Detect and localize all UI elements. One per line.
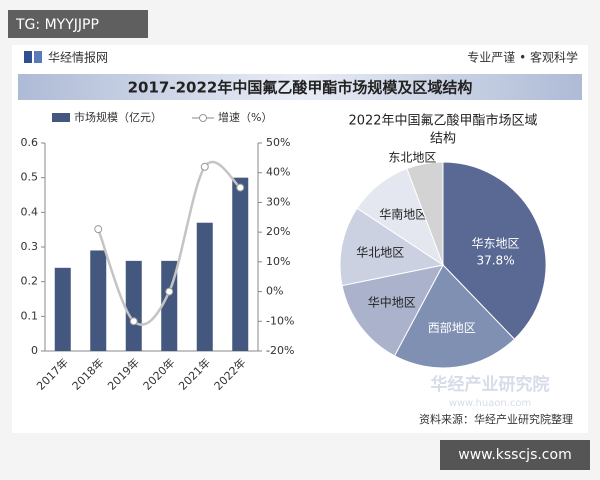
bar bbox=[196, 222, 213, 351]
y-tick-label: 0 bbox=[31, 344, 38, 357]
y2-tick-label: 20% bbox=[266, 225, 290, 238]
point bbox=[129, 317, 138, 326]
legend-swatch bbox=[52, 113, 70, 122]
pie-title: 结构 bbox=[430, 132, 456, 147]
chart-title: 2017-2022年中国氟乙酸甲酯市场规模及区域结构 bbox=[128, 79, 473, 97]
legend-swatch bbox=[199, 114, 207, 122]
logo bbox=[34, 51, 42, 63]
pie-slice bbox=[339, 207, 445, 287]
y2-tick-label: 10% bbox=[266, 255, 290, 268]
y2-tick-label: -10% bbox=[266, 314, 294, 327]
y-tick-label: 0.2 bbox=[21, 275, 39, 288]
pie-slice bbox=[393, 264, 516, 369]
slice-label: 西部地区 bbox=[428, 320, 476, 335]
y-tick-label: 0.3 bbox=[21, 240, 39, 253]
y2-tick-label: 30% bbox=[266, 195, 290, 208]
point bbox=[236, 183, 245, 192]
watermark: www.huaon.com bbox=[449, 398, 532, 409]
point bbox=[94, 225, 103, 234]
y-tick-label: 0.4 bbox=[21, 205, 39, 218]
slice-label: 华南地区 bbox=[379, 207, 427, 222]
y2-tick-label: 40% bbox=[266, 166, 290, 179]
logo bbox=[24, 51, 32, 63]
tag-box bbox=[8, 10, 148, 38]
y-tick-label: 0.1 bbox=[21, 309, 39, 322]
slice-label: 东北地区 bbox=[388, 151, 436, 165]
bar bbox=[54, 267, 71, 351]
slice-label: 华北地区 bbox=[356, 245, 404, 259]
legend-label: 增速（%） bbox=[218, 110, 272, 124]
slice-label: 华东地区 bbox=[472, 236, 520, 250]
brand: 华经情报网 bbox=[48, 50, 108, 65]
bar bbox=[125, 260, 142, 351]
pie-title: 2022年中国氟乙酸甲酯市场区域 bbox=[348, 113, 537, 129]
legend-label: 市场规模（亿元） bbox=[74, 110, 162, 124]
value-label: 37.8% bbox=[476, 253, 514, 267]
point bbox=[165, 287, 174, 296]
y2-tick-label: 50% bbox=[266, 136, 290, 149]
y2-tick-label: -20% bbox=[266, 344, 294, 357]
pie-slice bbox=[442, 161, 547, 340]
bar bbox=[90, 250, 107, 351]
title-banner bbox=[18, 74, 582, 100]
site: www.ksscjs.com bbox=[458, 447, 571, 463]
y-tick-label: 0.5 bbox=[21, 171, 39, 184]
source: 资料来源：华经产业研究院整理 bbox=[419, 412, 573, 426]
slogan: 专业严谨 • 客观科学 bbox=[467, 50, 578, 65]
watermark: 华经产业研究院 bbox=[431, 374, 550, 395]
y2-tick-label: 0% bbox=[266, 285, 283, 298]
pie-slice bbox=[406, 161, 444, 266]
pie-slice bbox=[341, 264, 444, 357]
bar bbox=[232, 177, 249, 351]
slice-label: 华中地区 bbox=[368, 295, 416, 310]
site-box bbox=[440, 440, 590, 470]
tag: TG: MYYJJPP bbox=[15, 17, 99, 33]
point bbox=[200, 162, 209, 171]
y-tick-label: 0.6 bbox=[21, 136, 39, 149]
